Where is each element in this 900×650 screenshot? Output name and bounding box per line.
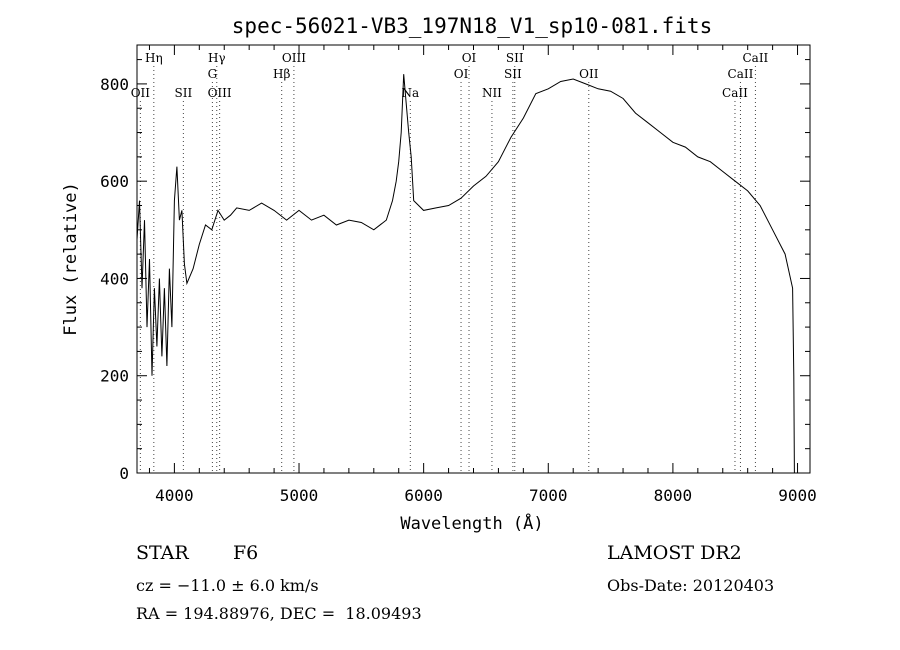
line-label: OI: [462, 51, 477, 65]
x-tick-label: 7000: [529, 486, 568, 505]
survey-name: LAMOST DR2: [607, 542, 742, 564]
line-label: Na: [401, 86, 419, 100]
x-tick-label: 9000: [778, 486, 817, 505]
line-label: NII: [482, 86, 502, 100]
line-label: Hβ: [273, 67, 290, 81]
x-tick-label: 4000: [155, 486, 194, 505]
object-class: STAR: [136, 542, 189, 564]
line-label: G: [208, 67, 218, 81]
y-tick-label: 400: [100, 269, 129, 288]
y-tick-label: 0: [119, 464, 129, 483]
line-label: CaII: [722, 86, 748, 100]
y-tick-label: 200: [100, 367, 129, 386]
chart-title: spec-56021-VB3_197N18_V1_sp10-081.fits: [232, 14, 712, 38]
line-label: SII: [175, 86, 193, 100]
line-label: OIII: [282, 51, 306, 65]
line-label: Hγ: [208, 51, 226, 65]
emission-line-markers: [139, 66, 756, 473]
line-label: Hη: [145, 51, 163, 65]
line-label: OII: [579, 67, 599, 81]
obs-date: Obs-Date: 20120403: [607, 576, 775, 595]
x-axis-label: Wavelength (Å): [400, 512, 543, 534]
x-tick-label: 8000: [654, 486, 693, 505]
y-axis-label: Flux (relative): [61, 182, 81, 336]
x-tick-label: 5000: [280, 486, 319, 505]
object-subclass: F6: [233, 542, 259, 564]
x-tick-label: 6000: [404, 486, 443, 505]
x-axis-ticks: 4000 5000 6000 7000 8000 9000: [148, 45, 817, 505]
line-label: OII: [131, 86, 151, 100]
y-tick-label: 600: [100, 172, 129, 191]
line-label: OIII: [208, 86, 232, 100]
line-label: SII: [506, 51, 524, 65]
y-axis-ticks: 0 200 400 600 800: [100, 59, 810, 483]
line-label: CaII: [728, 67, 754, 81]
coordinates: RA = 194.88976, DEC = 18.09493: [136, 604, 422, 623]
redshift-cz: cz = −11.0 ± 6.0 km/s: [136, 576, 319, 595]
line-label: SII: [504, 67, 522, 81]
y-tick-label: 800: [100, 75, 129, 94]
plot-frame: [136, 44, 811, 474]
line-label: OI: [454, 67, 469, 81]
spectrum-series-line: [136, 74, 795, 474]
line-label: CaII: [742, 51, 768, 65]
